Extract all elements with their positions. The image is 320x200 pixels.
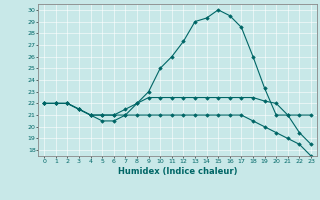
X-axis label: Humidex (Indice chaleur): Humidex (Indice chaleur) (118, 167, 237, 176)
